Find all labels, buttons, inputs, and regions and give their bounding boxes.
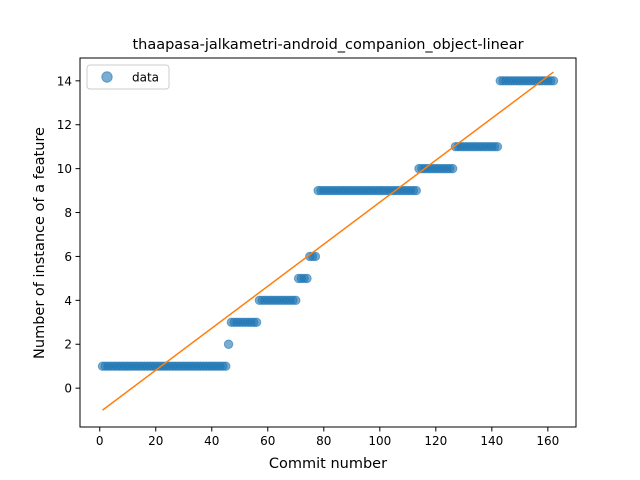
legend-label-data: data <box>132 71 159 85</box>
data-point <box>447 163 458 174</box>
x-tick-label: 120 <box>424 434 447 448</box>
y-tick-label: 4 <box>64 294 72 308</box>
y-tick-label: 8 <box>64 206 72 220</box>
legend: data <box>86 64 170 90</box>
data-point <box>310 251 321 262</box>
data-point <box>223 339 234 349</box>
data-point <box>302 273 312 284</box>
x-tick-label: 60 <box>260 434 275 448</box>
y-tick-label: 12 <box>57 118 72 132</box>
y-axis-label: Number of instance of a feature <box>32 127 48 359</box>
x-tick-label: 160 <box>536 434 559 448</box>
y-tick-label: 14 <box>57 74 72 88</box>
x-tick-label: 0 <box>96 434 104 448</box>
data-point <box>492 141 503 152</box>
x-tick-label: 100 <box>368 434 391 448</box>
legend-box <box>86 64 170 90</box>
y-tick-label: 2 <box>64 338 72 352</box>
y-tick-label: 0 <box>64 382 72 396</box>
x-tick-label: 80 <box>316 434 331 448</box>
data-point <box>411 185 421 196</box>
fit-line <box>102 71 554 411</box>
y-tick-label: 10 <box>57 162 72 176</box>
x-tick-label: 40 <box>204 434 219 448</box>
x-tick-label: 140 <box>480 434 503 448</box>
data-point <box>221 361 231 371</box>
data-point <box>291 295 301 306</box>
plot-area <box>97 71 559 411</box>
x-axis-label: Commit number <box>269 456 387 472</box>
x-tick-label: 20 <box>148 434 163 448</box>
chart-title: thaapasa-jalkametri-android_companion_ob… <box>132 37 523 53</box>
data-point <box>548 76 559 86</box>
axes-frame <box>79 57 577 428</box>
legend-marker-data <box>101 71 113 83</box>
y-tick-label: 6 <box>64 250 72 264</box>
axes: 0 20 40 60 80 100 120 140 160 0 2 4 6 8 10 12 14 <box>57 57 577 448</box>
data-point <box>251 317 262 327</box>
